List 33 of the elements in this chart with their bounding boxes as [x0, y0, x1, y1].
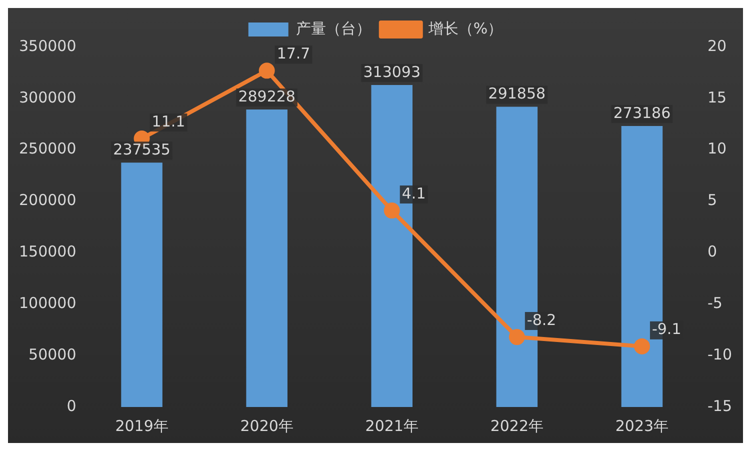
y-tick-label: 0 — [66, 396, 76, 415]
y-tick-label: 100000 — [18, 294, 76, 312]
x-tick-label: 2023年 — [615, 416, 669, 435]
y-tick-label: 300000 — [18, 88, 76, 106]
x-tick-label: 2021年 — [365, 416, 418, 435]
data-label: -8.2 — [526, 310, 556, 329]
data-label: 4.1 — [402, 184, 426, 202]
data-label: 237535 — [113, 140, 170, 159]
y2-tick-label: 10 — [708, 140, 727, 158]
y-tick-label: 250000 — [18, 140, 76, 158]
data-label: 291858 — [488, 84, 546, 103]
data-label: 17.7 — [276, 44, 310, 63]
y2-tick-label: -5 — [708, 294, 722, 312]
y2-tick-label: 15 — [708, 88, 727, 106]
y-tick-label: 150000 — [18, 242, 76, 261]
data-label: 289228 — [238, 87, 296, 106]
data-label: -9.1 — [652, 320, 682, 338]
legend-label: 增长（%） — [427, 19, 503, 38]
x-tick-label: 2020年 — [240, 416, 294, 435]
data-label: 11.1 — [152, 112, 186, 130]
data-label: 313093 — [363, 62, 421, 81]
data-label: 273186 — [613, 104, 671, 122]
y2-tick-label: 20 — [708, 36, 727, 55]
y-tick-label: 200000 — [18, 191, 76, 210]
y2-tick-label: -15 — [708, 396, 732, 415]
x-tick-label: 2019年 — [115, 416, 168, 435]
y-tick-label: 350000 — [18, 36, 76, 55]
y2-tick-label: 0 — [708, 242, 718, 261]
x-tick-label: 2022年 — [490, 416, 544, 435]
y2-tick-label: 5 — [708, 191, 718, 210]
y-tick-label: 50000 — [28, 345, 76, 364]
y2-tick-label: -10 — [708, 345, 732, 364]
legend-label: 产量（台） — [296, 19, 371, 38]
